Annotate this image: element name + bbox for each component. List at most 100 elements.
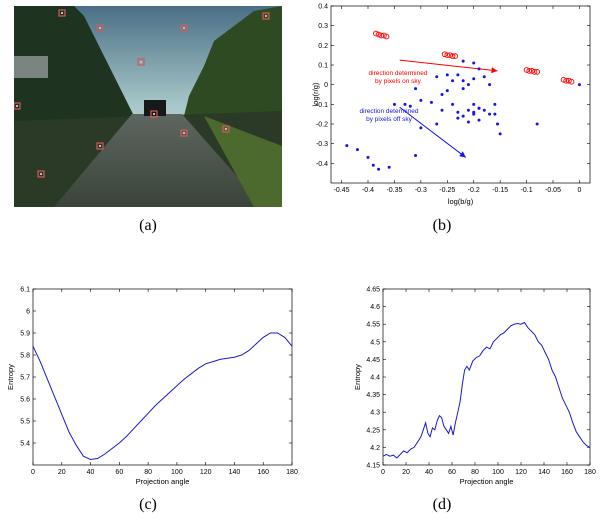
data-point-off-sky xyxy=(456,110,460,114)
x-tick-label: 80 xyxy=(144,469,152,476)
data-point-off-sky xyxy=(414,153,418,157)
data-point-off-sky xyxy=(429,100,433,104)
data-point-off-sky xyxy=(461,114,465,118)
x-tick-label: -0.25 xyxy=(439,187,455,194)
data-point-sky xyxy=(378,32,385,39)
data-point-off-sky xyxy=(466,83,470,87)
annotation-text: by pixels off sky xyxy=(366,116,413,123)
y-tick-label: 5.8 xyxy=(20,353,30,360)
x-axis-label: log(b/g) xyxy=(448,197,474,206)
data-point-sky xyxy=(441,51,448,58)
data-point-off-sky xyxy=(466,120,470,124)
y-tick-label: 0.2 xyxy=(318,43,328,50)
data-point-off-sky xyxy=(461,79,465,83)
data-point-off-sky xyxy=(493,112,497,116)
x-tick-label: 100 xyxy=(171,469,183,476)
data-point-off-sky xyxy=(498,132,502,136)
y-tick-label: 4.6 xyxy=(370,304,380,311)
y-tick-label: -0.1 xyxy=(316,102,328,109)
y-tick-label: 4.65 xyxy=(366,287,380,294)
y-axis-label: Entropy xyxy=(6,364,15,390)
sample-marker xyxy=(222,125,230,133)
x-tick-label: -0.35 xyxy=(386,187,402,194)
y-tick-label: 4.2 xyxy=(370,445,380,452)
data-point-off-sky xyxy=(477,67,481,71)
data-point-off-sky xyxy=(488,83,492,87)
sample-marker-center xyxy=(99,27,101,29)
data-point-off-sky xyxy=(477,118,481,122)
road-sign xyxy=(14,56,48,78)
x-tick-label: -0.05 xyxy=(545,187,561,194)
sample-marker xyxy=(150,110,158,118)
vehicle xyxy=(144,100,166,116)
x-tick-label: -0.15 xyxy=(492,187,508,194)
data-point-off-sky xyxy=(445,89,449,93)
y-tick-label: 0.1 xyxy=(318,63,328,70)
data-point-off-sky xyxy=(461,87,465,91)
data-point-off-sky xyxy=(456,73,460,77)
data-point-off-sky xyxy=(496,122,499,126)
data-point-off-sky xyxy=(403,102,407,106)
caption-b: (b) xyxy=(432,217,452,234)
annotation-text: direction determined xyxy=(360,108,419,115)
x-tick-label: 20 xyxy=(58,469,66,476)
data-point-off-sky xyxy=(355,148,359,152)
data-point-off-sky xyxy=(445,73,449,77)
x-tick-label: 80 xyxy=(471,469,479,476)
sample-marker xyxy=(180,24,188,32)
y-tick-label: 5.5 xyxy=(20,419,30,426)
sample-marker xyxy=(137,58,145,66)
data-point-off-sky xyxy=(456,116,460,120)
x-tick-label: 0 xyxy=(381,469,385,476)
sample-marker xyxy=(96,142,104,150)
x-tick-label: -0.45 xyxy=(334,187,350,194)
sample-markers xyxy=(14,9,270,178)
x-tick-label: 120 xyxy=(200,469,212,476)
data-point-off-sky xyxy=(345,144,349,148)
data-point-sky xyxy=(563,77,570,84)
data-point-sky xyxy=(383,33,390,40)
data-point-sky xyxy=(523,67,530,73)
caption-c: (c) xyxy=(139,496,157,513)
data-point-off-sky xyxy=(472,77,476,81)
data-point-off-sky xyxy=(377,167,381,171)
chart-d: 0 20 40 60 80 100 120 140 160 180 4.15 4.2 4.25 4.3 4.… xyxy=(353,287,596,487)
sample-marker-center xyxy=(153,113,155,115)
data-point-off-sky xyxy=(451,102,455,106)
x-axis-label: Projection angle xyxy=(460,477,514,486)
left-trees xyxy=(14,6,134,136)
y-tick-label: 4.45 xyxy=(366,357,380,364)
data-point-off-sky xyxy=(440,93,444,96)
x-tick-label: 160 xyxy=(257,469,269,476)
chart-b: -0.45 -0.4 -0.35 -0.3 -0.25 -0.2 -0.15 -0.1 -0.0… xyxy=(311,4,591,206)
data-point-sky xyxy=(449,53,456,60)
data-point-off-sky xyxy=(461,59,465,63)
data-point-sky xyxy=(526,68,533,74)
data-point-off-sky xyxy=(366,155,370,159)
annotation-text: direction determined xyxy=(369,70,428,77)
sample-marker xyxy=(180,129,188,137)
y-tick-label: 4.5 xyxy=(370,339,380,346)
y-tick-label: 6.1 xyxy=(20,287,30,294)
data-point-sky xyxy=(568,78,575,85)
sample-marker-center xyxy=(61,12,63,14)
data-point-off-sky xyxy=(482,108,486,112)
data-point-sky xyxy=(534,69,540,75)
y-tick-label: -0.2 xyxy=(316,122,328,129)
data-point-off-sky xyxy=(387,165,391,169)
data-point-off-sky xyxy=(435,122,439,126)
x-tick-label: -0.3 xyxy=(415,187,427,194)
y-tick-label: 5.9 xyxy=(20,331,30,338)
caption-a: (a) xyxy=(139,217,157,234)
data-point-sky xyxy=(373,30,379,37)
x-axis-label: Projection angle xyxy=(136,477,190,486)
sample-marker xyxy=(262,12,270,20)
road xyxy=(54,114,264,207)
x-tick-label: 140 xyxy=(538,469,550,476)
data-point-sky xyxy=(375,31,382,38)
x-tick-label: 180 xyxy=(286,469,298,476)
x-tick-label: 100 xyxy=(492,469,504,476)
plot-frame xyxy=(382,288,591,466)
sample-marker xyxy=(37,170,45,178)
sample-marker-center xyxy=(16,105,18,107)
